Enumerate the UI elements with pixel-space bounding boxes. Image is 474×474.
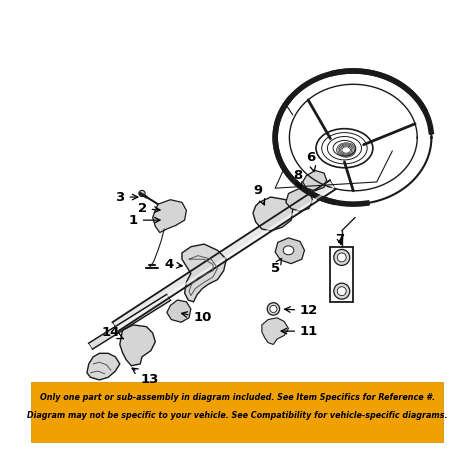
Text: 10: 10 <box>182 311 212 324</box>
Ellipse shape <box>283 246 294 255</box>
Polygon shape <box>286 188 312 211</box>
Text: 14: 14 <box>102 327 123 339</box>
Text: 5: 5 <box>271 258 282 274</box>
Text: 11: 11 <box>281 325 318 337</box>
Text: 8: 8 <box>293 169 302 188</box>
Text: 9: 9 <box>253 184 264 205</box>
Circle shape <box>337 287 346 296</box>
Text: 3: 3 <box>115 191 138 203</box>
Circle shape <box>334 249 350 265</box>
Text: 1: 1 <box>128 214 160 227</box>
Circle shape <box>270 305 277 312</box>
Circle shape <box>337 253 346 262</box>
Polygon shape <box>153 200 186 233</box>
Text: Diagram may not be specific to your vehicle. See Compatibility for vehicle-speci: Diagram may not be specific to your vehi… <box>27 411 447 420</box>
Polygon shape <box>303 171 327 191</box>
Polygon shape <box>182 244 227 302</box>
Text: 6: 6 <box>306 152 316 172</box>
Polygon shape <box>89 294 171 349</box>
Polygon shape <box>253 197 293 231</box>
Text: 12: 12 <box>285 304 318 317</box>
Circle shape <box>267 303 280 315</box>
Text: 13: 13 <box>132 368 159 386</box>
Bar <box>31 382 443 442</box>
Polygon shape <box>167 300 191 322</box>
Polygon shape <box>275 238 304 264</box>
Polygon shape <box>262 318 289 345</box>
Text: 4: 4 <box>164 258 182 271</box>
Text: Only one part or sub-assembly in diagram included. See Item Specifics for Refere: Only one part or sub-assembly in diagram… <box>39 393 435 402</box>
Circle shape <box>334 283 350 299</box>
Text: 7: 7 <box>336 233 345 246</box>
Polygon shape <box>120 325 155 366</box>
Polygon shape <box>112 180 336 331</box>
Text: 2: 2 <box>137 202 160 215</box>
Polygon shape <box>87 353 120 380</box>
Circle shape <box>139 191 145 197</box>
